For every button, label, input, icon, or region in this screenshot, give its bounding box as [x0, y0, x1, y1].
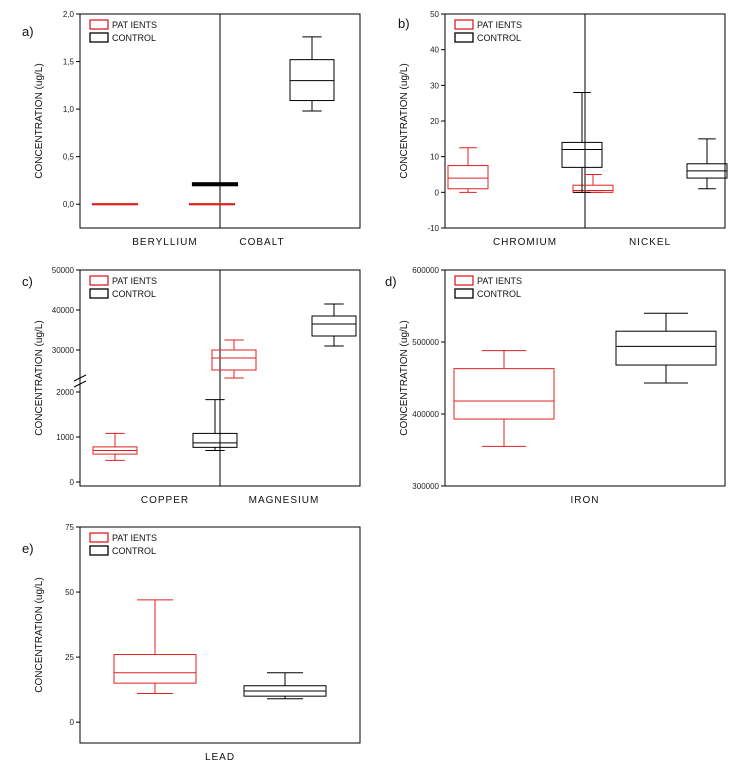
panel1-legend-control-label: CONTROL [112, 33, 156, 43]
panel3-category-label: MAGNESIUM [249, 495, 320, 506]
panel3-box-control-copper [192, 399, 238, 451]
panel1-label: a) [22, 24, 34, 39]
panel2-y-tick-label: 40 [430, 46, 439, 55]
panel4-legend-patients-swatch [454, 275, 474, 286]
panel5-legend-control-swatch [89, 545, 109, 556]
panel2-y-tick-label: 30 [430, 81, 439, 90]
panel3-legend-patients-swatch [89, 275, 109, 286]
panel2-box-control-chromium [561, 91, 603, 193]
panel5-y-axis-label: CONCENTRATION (ug/L) [34, 577, 45, 692]
panel2-box-patients-nickel [572, 174, 614, 193]
panel1-y-tick-label: 0,5 [63, 153, 75, 162]
box-iqr [453, 368, 555, 420]
panel2-y-axis-label: CONCENTRATION (ug/L) [399, 63, 410, 178]
panel3-box-control-magnesium [311, 303, 357, 347]
panel3-y-tick-label: 40000 [52, 306, 75, 315]
panel5-category-label: LEAD [205, 752, 235, 763]
panel3-box-patients-magnesium [211, 339, 257, 379]
panel3-y-tick-label: 2000 [56, 388, 74, 397]
panel2-y-tick-label: -10 [427, 224, 439, 233]
panel2-y-tick-label: 50 [430, 10, 439, 19]
panel5-frame [79, 526, 361, 744]
box-iqr [615, 330, 717, 366]
panel3-axis-break-mark [73, 380, 87, 388]
panel3-legend-patients-label: PAT IENTS [112, 276, 157, 286]
panel3-category-label: COPPER [141, 495, 189, 506]
panel2-y-tick-label: 0 [435, 188, 440, 197]
panel4-category-label: IRON [571, 495, 600, 506]
panel3-box-patients-copper [92, 432, 138, 461]
panel5-box-control-lead [243, 672, 327, 700]
box-iqr [447, 165, 489, 190]
panel1-legend-patients-swatch [89, 19, 109, 30]
panel3-y-axis-label: CONCENTRATION (ug/L) [34, 320, 45, 435]
panel5-legend-control-label: CONTROL [112, 546, 156, 556]
panel5-y-tick-label: 50 [65, 588, 74, 597]
panel1-y-tick-label: 0,0 [63, 200, 75, 209]
panel4-y-tick-label: 500000 [412, 338, 439, 347]
panel2-legend-control-swatch [454, 32, 474, 43]
panel4-y-tick-label: 400000 [412, 410, 439, 419]
panel2-category-label: NICKEL [629, 237, 671, 248]
panel4-frame [444, 269, 726, 487]
panel3-y-tick-label: 30000 [52, 346, 75, 355]
panel3-axis-break-mark [73, 374, 87, 382]
panel4-legend-control-swatch [454, 288, 474, 299]
panel3-y-tick-label: 1000 [56, 433, 74, 442]
panel1-y-tick-label: 2,0 [63, 10, 75, 19]
panel3-label: c) [22, 274, 33, 289]
panel5-y-tick-label: 0 [70, 718, 75, 727]
panel1-y-tick-label: 1,0 [63, 105, 75, 114]
panel5-label: e) [22, 541, 34, 556]
panel4-y-tick-label: 600000 [412, 266, 439, 275]
panel2-box-patients-chromium [447, 147, 489, 193]
panel5-legend-patients-swatch [89, 532, 109, 543]
panel2-y-tick-label: 10 [430, 153, 439, 162]
panel1-category-label: BERYLLIUM [132, 237, 198, 248]
panel5-legend-patients-label: PAT IENTS [112, 533, 157, 543]
panel5-y-tick-label: 75 [65, 523, 74, 532]
panel4-legend-control-label: CONTROL [477, 289, 521, 299]
panel1-box-control-cobalt [289, 36, 335, 112]
panel3-legend-control-label: CONTROL [112, 289, 156, 299]
box-iqr [561, 141, 603, 168]
panel1-legend-control-swatch [89, 32, 109, 43]
panel4-y-axis-label: CONCENTRATION (ug/L) [399, 320, 410, 435]
panel1-legend-patients-label: PAT IENTS [112, 20, 157, 30]
panel4-legend-patients-label: PAT IENTS [477, 276, 522, 286]
panel3-legend-control-swatch [89, 288, 109, 299]
panel5-y-tick-label: 25 [65, 653, 74, 662]
box-iqr [211, 349, 257, 371]
panel2-category-label: CHROMIUM [493, 237, 557, 248]
box-iqr [192, 432, 238, 448]
panel1-y-axis-label: CONCENTRATION (ug/L) [34, 63, 45, 178]
panel2-legend-patients-label: PAT IENTS [477, 20, 522, 30]
panel3-y-tick-label: 0 [70, 478, 75, 487]
panel5-box-patients-lead [113, 599, 197, 695]
panel4-box-control-iron [615, 312, 717, 384]
box-iqr [311, 315, 357, 337]
box-iqr [113, 654, 197, 684]
panel4-label: d) [385, 274, 397, 289]
panel4-y-tick-label: 300000 [412, 482, 439, 491]
box-iqr [572, 184, 614, 193]
panel2-legend-patients-swatch [454, 19, 474, 30]
panel2-label: b) [398, 16, 410, 31]
panel2-y-tick-label: 20 [430, 117, 439, 126]
panel2-legend-control-label: CONTROL [477, 33, 521, 43]
panel1-y-tick-label: 1,5 [63, 58, 75, 67]
panel1-box-control-beryllium [191, 182, 239, 187]
panel2-box-control-nickel [686, 138, 728, 190]
panel1-category-label: COBALT [239, 237, 284, 248]
panel3-y-tick-label: 50000 [52, 266, 75, 275]
panel4-box-patients-iron [453, 350, 555, 447]
